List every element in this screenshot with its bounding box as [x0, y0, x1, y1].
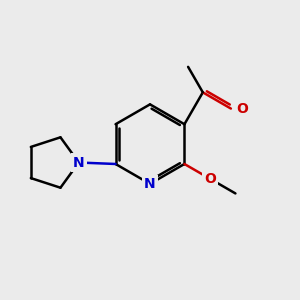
- Text: O: O: [236, 102, 248, 116]
- Text: O: O: [204, 172, 216, 186]
- Text: N: N: [144, 177, 156, 191]
- Text: N: N: [73, 155, 85, 170]
